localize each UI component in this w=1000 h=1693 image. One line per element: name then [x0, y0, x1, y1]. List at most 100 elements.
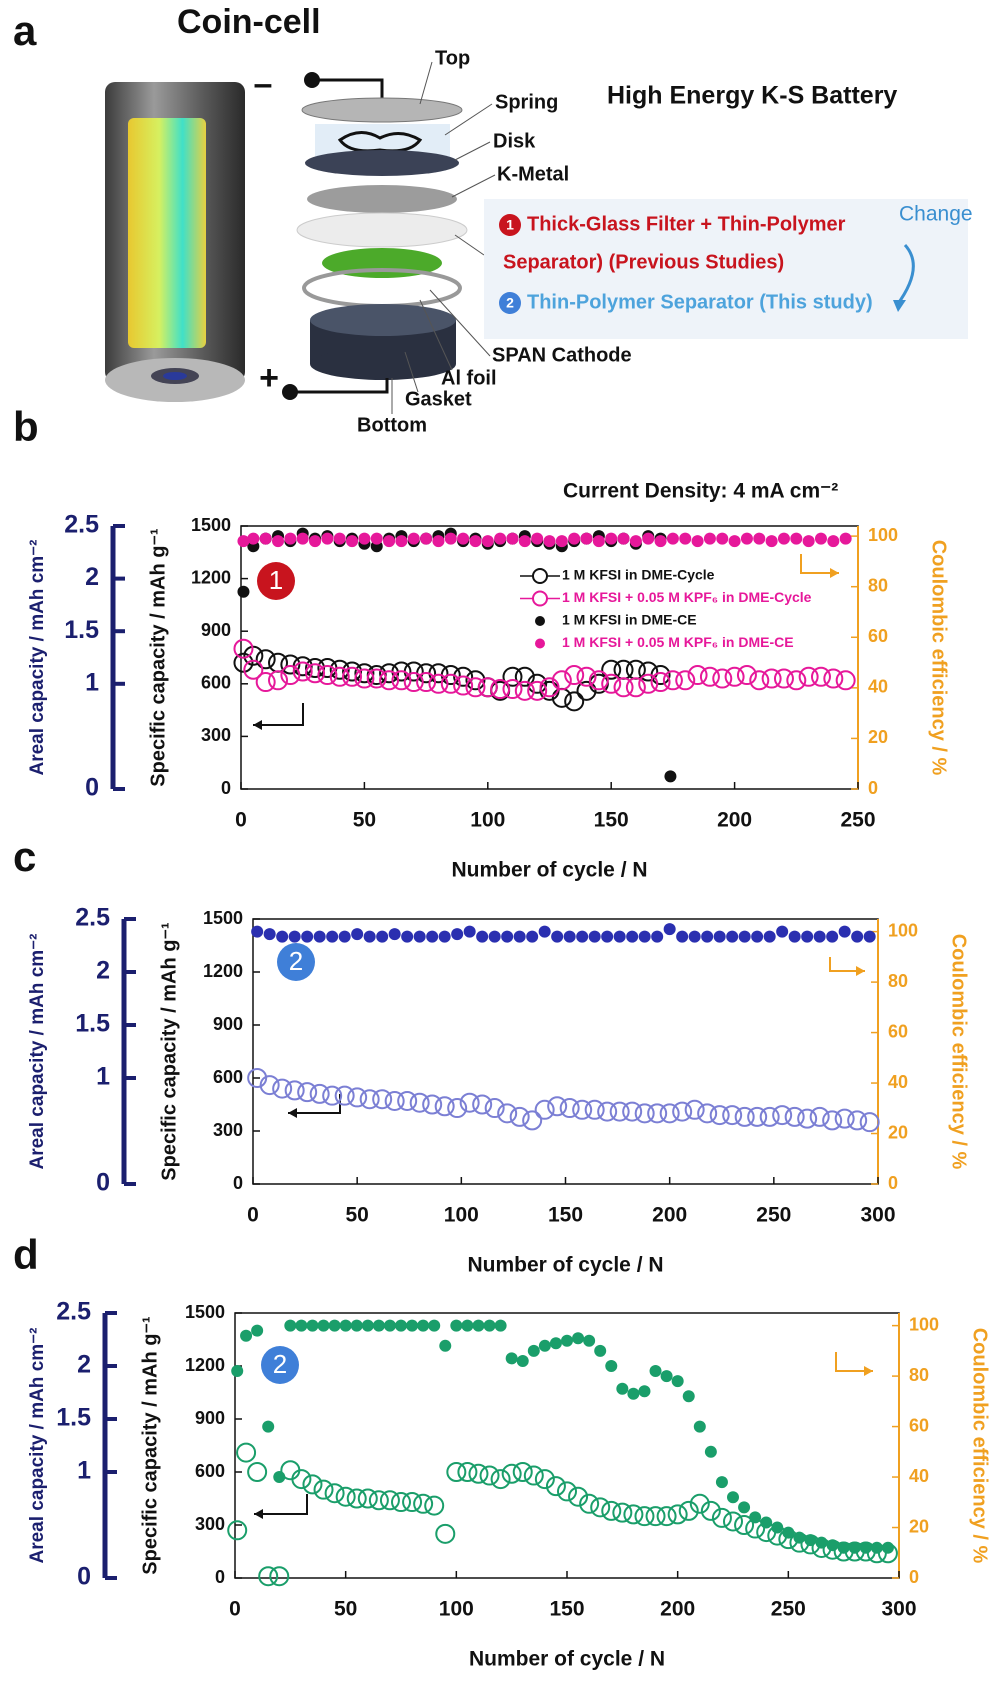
- y-tick-label: 900: [195, 1408, 225, 1428]
- data-point: [446, 1462, 467, 1482]
- data-point: [777, 532, 790, 545]
- data-point: [534, 1469, 555, 1490]
- badge: [257, 562, 295, 600]
- x-tick-label: 200: [717, 809, 752, 832]
- y-axis-label: Specific capacity / mAh g⁻¹: [139, 1316, 161, 1575]
- data-point: [438, 930, 451, 943]
- axis-arrowhead: [288, 1108, 297, 1118]
- data-point: [247, 1068, 268, 1088]
- data-point: [247, 1462, 268, 1482]
- data-point: [726, 930, 739, 943]
- x-tick-label: 150: [549, 1598, 584, 1621]
- data-point: [711, 1507, 732, 1528]
- data-point: [626, 930, 639, 943]
- data-point: [738, 930, 751, 943]
- x-axis-label: Number of cycle / N: [451, 859, 647, 882]
- data-point: [814, 532, 827, 545]
- data-point: [297, 1082, 318, 1103]
- data-point: [651, 930, 664, 943]
- data-point: [590, 1497, 611, 1518]
- data-point: [306, 1319, 319, 1332]
- data-point: [645, 1506, 666, 1527]
- x-tick-label: 0: [235, 809, 247, 832]
- data-point: [788, 930, 801, 943]
- data-point: [727, 1491, 739, 1504]
- plot-frame: [240, 525, 859, 790]
- data-point: [342, 666, 363, 687]
- data-point: [660, 1370, 673, 1383]
- data-point: [531, 532, 544, 545]
- data-point: [715, 1476, 728, 1489]
- data-point: [322, 1085, 343, 1106]
- data-point: [713, 930, 726, 943]
- data-point: [547, 1096, 568, 1117]
- x-tick-label: 50: [334, 1598, 357, 1621]
- data-point: [263, 928, 276, 941]
- data-point: [734, 1106, 755, 1127]
- data-point: [559, 1098, 580, 1119]
- data-point: [402, 1492, 423, 1513]
- data-point: [494, 532, 507, 545]
- data-point: [579, 1493, 600, 1514]
- data-point: [463, 925, 476, 938]
- axis-arrow: [253, 703, 304, 726]
- data-point: [527, 1344, 540, 1357]
- data-point: [329, 659, 350, 680]
- data-point: [388, 928, 401, 941]
- data-point: [679, 532, 692, 545]
- data-point: [428, 663, 449, 684]
- data-point: [549, 1337, 562, 1350]
- data-point: [773, 668, 794, 689]
- y2-tick-label: 100: [909, 1314, 939, 1334]
- y2-tick-label: 100: [888, 920, 918, 940]
- data-point: [601, 673, 622, 694]
- y2-tick-label: 20: [888, 1122, 908, 1142]
- y2-tick-label: 20: [868, 727, 888, 747]
- data-point: [763, 930, 776, 943]
- data-point: [255, 672, 276, 693]
- data-point: [616, 1382, 629, 1395]
- data-point: [379, 670, 400, 691]
- data-point: [457, 1462, 478, 1482]
- data-point: [347, 1087, 368, 1108]
- data-point: [255, 649, 276, 670]
- data-point: [704, 1445, 717, 1458]
- data-point: [284, 532, 297, 545]
- x-tick-label: 100: [439, 1598, 474, 1621]
- data-point: [324, 1483, 345, 1504]
- change-box: [484, 199, 968, 339]
- data-point: [447, 1098, 468, 1119]
- data-point: [663, 923, 676, 936]
- data-point: [703, 532, 716, 545]
- data-point: [837, 1541, 850, 1554]
- data-point: [439, 1339, 452, 1352]
- data-point: [231, 1365, 244, 1378]
- data-point: [734, 1515, 755, 1535]
- data-point: [594, 1344, 607, 1357]
- data-point: [881, 1541, 894, 1554]
- data-point: [564, 691, 585, 712]
- data-point: [784, 1106, 805, 1127]
- data-point: [527, 680, 548, 701]
- data-point: [237, 535, 250, 548]
- data-point: [689, 1493, 710, 1514]
- svg-text:+: +: [259, 359, 279, 397]
- data-point: [288, 930, 301, 943]
- data-point: [420, 532, 433, 545]
- data-point: [691, 535, 704, 548]
- data-point: [479, 1465, 500, 1486]
- data-point: [413, 1493, 434, 1514]
- y-tick-label: 900: [201, 620, 231, 640]
- data-point: [772, 1105, 793, 1126]
- data-point: [334, 1085, 355, 1106]
- part-label: SPAN Cathode: [492, 344, 632, 366]
- data-point: [601, 1500, 622, 1521]
- data-point: [502, 666, 523, 687]
- data-point: [383, 535, 396, 548]
- y-tick-label: 300: [213, 1120, 243, 1140]
- data-point: [391, 1492, 411, 1513]
- data-point: [335, 1486, 356, 1507]
- data-point: [426, 930, 439, 943]
- data-point: [813, 930, 826, 943]
- data-point: [333, 532, 346, 545]
